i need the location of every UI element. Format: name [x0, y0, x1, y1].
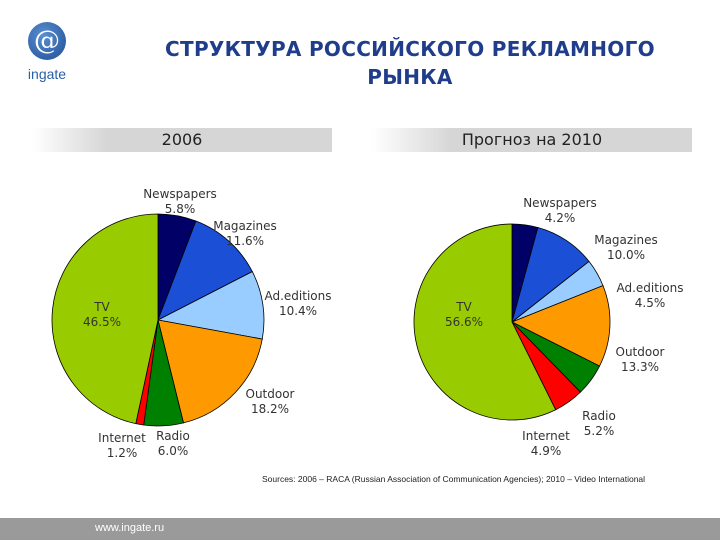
- data-label-magazines: Magazines 11.6%: [213, 219, 277, 248]
- data-label-tv: TV 56.6%: [445, 300, 483, 329]
- data-label-ad-editions: Ad.editions 4.5%: [616, 281, 683, 310]
- pie-chart-2010: Newspapers 4.2% Magazines 10.0% Ad.editions 4…: [413, 196, 684, 458]
- data-label-radio: Radio 6.0%: [156, 429, 190, 458]
- title-line-1: СТРУКТУРА РОССИЙСКОГО РЕКЛАМНОГО: [165, 37, 655, 61]
- footer-bar: www.ingate.ru: [0, 518, 720, 540]
- slice-tv: [413, 223, 557, 421]
- slice-outdoor: [511, 285, 611, 367]
- data-label-ad-editions: Ad.editions 10.4%: [264, 289, 331, 318]
- slice-tv: [51, 213, 159, 425]
- chart-header-2010: Прогноз на 2010: [372, 128, 692, 152]
- chart-header-2006: 2006: [32, 128, 332, 152]
- data-label-newspapers: Newspapers 5.8%: [143, 187, 217, 216]
- data-label-outdoor: Outdoor 18.2%: [246, 387, 295, 416]
- slice-ad-editions: [156, 271, 265, 340]
- title-line-2: РЫНКА: [367, 65, 453, 89]
- data-label-internet: Internet 4.9%: [522, 429, 570, 458]
- pie-chart-2006: Newspapers 5.8% Magazines 11.6% Ad.editions 1…: [51, 187, 332, 460]
- data-label-radio: Radio 5.2%: [582, 409, 616, 438]
- at-sign-logo-icon: @: [28, 22, 66, 60]
- footer-url[interactable]: www.ingate.ru: [95, 522, 165, 534]
- slice-outdoor: [157, 319, 263, 424]
- source-note: Sources: 2006 – RACA (Russian Associatio…: [262, 474, 646, 484]
- data-label-tv: TV 46.5%: [83, 300, 121, 329]
- data-label-magazines: Magazines 10.0%: [594, 233, 658, 262]
- data-label-newspapers: Newspapers 4.2%: [523, 196, 597, 225]
- logo-text: ingate: [27, 66, 67, 82]
- page-title: СТРУКТУРА РОССИЙСКОГО РЕКЛАМНОГО РЫНКА: [120, 35, 700, 91]
- ingate-logo: @ ingate: [22, 22, 72, 92]
- slice-magazines: [157, 220, 253, 321]
- data-label-internet: Internet 1.2%: [98, 431, 146, 460]
- data-label-outdoor: Outdoor 13.3%: [616, 345, 665, 374]
